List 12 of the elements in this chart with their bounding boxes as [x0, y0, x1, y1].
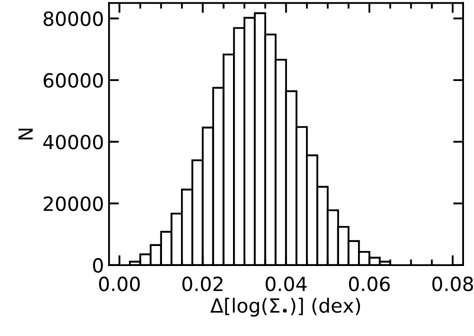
- x-axis-title: Δ[log(Σ$_{•}$)] (dex): [210, 298, 360, 317]
- y-tick-label: 60000: [44, 73, 103, 88]
- x-tick-label: 0.00: [99, 276, 140, 292]
- x-tick-label: 0.06: [349, 276, 390, 292]
- x-tick-label: 0.08: [432, 276, 473, 292]
- y-tick-label: 80000: [44, 11, 103, 26]
- y-tick-label: 40000: [43, 134, 103, 150]
- y-tick-label: 20000: [44, 196, 103, 212]
- x-tick-label: 0.04: [266, 276, 307, 292]
- x-tick-label: 0.02: [182, 276, 222, 292]
- y-tick-label: 0: [93, 258, 103, 273]
- y-axis-title: N: [18, 128, 33, 140]
